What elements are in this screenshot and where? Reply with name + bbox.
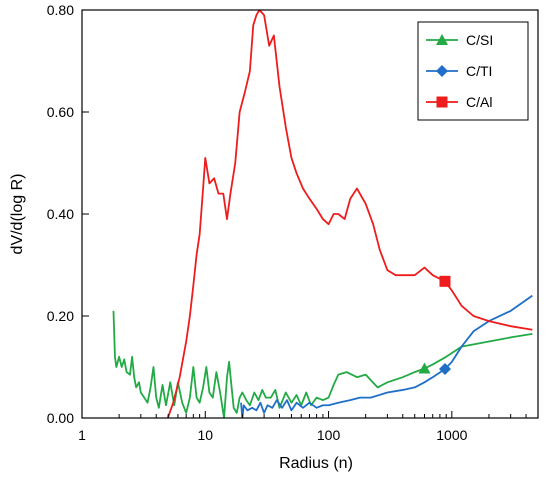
series-line-c-ti [240, 294, 533, 418]
legend-label: C/TI [466, 63, 492, 79]
legend-marker [436, 34, 448, 45]
legend-label: C/SI [466, 32, 493, 48]
x-tick-label: 10 [197, 427, 213, 443]
y-axis-title: dV/d(log R) [9, 174, 26, 255]
legend-marker [436, 65, 448, 77]
series-marker-c-al [439, 275, 451, 287]
legend: C/SI C/TI C/Al [417, 21, 529, 121]
series-line-c-al [166, 10, 533, 418]
y-tick-label: 0.80 [47, 2, 74, 18]
legend-marker [436, 96, 448, 108]
series-marker-c-si [418, 362, 431, 374]
series-line-c-si [112, 310, 533, 418]
x-tick-label: 1000 [436, 427, 467, 443]
x-tick-label: 1 [78, 427, 86, 443]
legend-box [417, 21, 529, 121]
y-tick-label: 0.60 [47, 104, 74, 120]
y-tick-label: 0.40 [47, 206, 74, 222]
series-marker-c-ti [438, 363, 451, 376]
x-axis-title: Radius (n) [279, 455, 353, 472]
x-tick-label: 100 [317, 427, 341, 443]
y-tick-label: 0.00 [47, 410, 74, 426]
y-tick-label: 0.20 [47, 308, 74, 324]
legend-label: C/Al [466, 94, 492, 110]
